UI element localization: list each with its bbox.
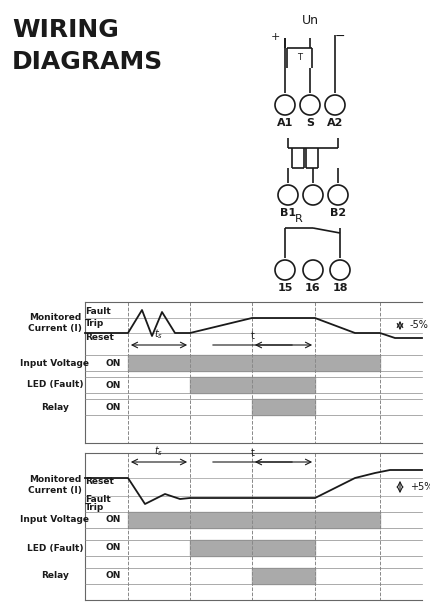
Text: LED (Fault): LED (Fault) [27,544,83,553]
Text: B1: B1 [280,208,296,218]
Text: A1: A1 [277,118,293,128]
Text: $\mathit{t_s}$: $\mathit{t_s}$ [154,444,163,458]
Text: Monitored: Monitored [29,474,81,483]
Text: t: t [251,448,255,458]
Text: ON: ON [105,515,120,524]
Text: 15: 15 [277,283,293,293]
Text: Un: Un [301,14,319,27]
Text: ON: ON [105,544,120,553]
Text: +: + [270,32,280,42]
Text: ON: ON [105,359,120,367]
Text: Fault: Fault [85,308,111,317]
Text: S: S [306,118,314,128]
Text: Trip: Trip [85,503,104,512]
Text: T: T [297,54,302,63]
Text: Reset: Reset [85,334,114,343]
Text: Fault: Fault [85,495,111,504]
Text: R: R [295,214,303,224]
Text: LED (Fault): LED (Fault) [27,380,83,389]
Text: Current (I): Current (I) [28,485,82,494]
Text: B2: B2 [330,208,346,218]
Text: A2: A2 [327,118,343,128]
Text: Input Voltage: Input Voltage [21,359,89,367]
Text: Monitored: Monitored [29,314,81,323]
Text: 16: 16 [305,283,321,293]
Text: ON: ON [105,403,120,412]
Text: Trip: Trip [85,318,104,327]
Text: $\mathit{t_s}$: $\mathit{t_s}$ [154,327,163,341]
Text: Relay: Relay [41,571,69,580]
Text: −: − [335,30,345,43]
Text: -5%: -5% [410,320,429,330]
Text: ON: ON [105,571,120,580]
Text: Reset: Reset [85,477,114,486]
Text: WIRING
DIAGRAMS: WIRING DIAGRAMS [12,18,163,73]
Text: Relay: Relay [41,403,69,412]
Text: Input Voltage: Input Voltage [21,515,89,524]
Text: 18: 18 [332,283,348,293]
Text: ON: ON [105,380,120,389]
Text: +5%: +5% [410,482,430,492]
Text: Current (I): Current (I) [28,323,82,332]
Text: t: t [251,331,255,341]
